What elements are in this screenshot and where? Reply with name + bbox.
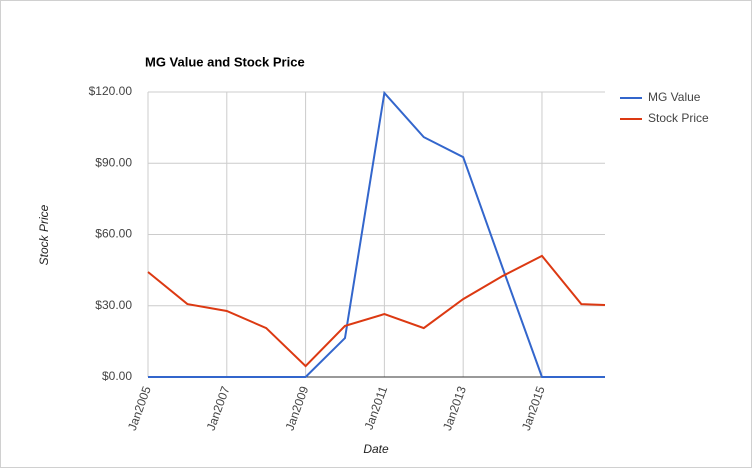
y-tick-label: $90.00 <box>95 155 132 169</box>
y-axis-title: Stock Price <box>37 204 51 265</box>
legend-label: MG Value <box>648 90 701 104</box>
y-tick-label: $30.00 <box>95 298 132 312</box>
y-tick-label: $120.00 <box>89 84 133 98</box>
series-line <box>148 90 605 378</box>
legend-label: Stock Price <box>648 111 709 125</box>
x-axis-title: Date <box>363 442 389 456</box>
chart-title: MG Value and Stock Price <box>145 54 305 69</box>
y-tick-label: $60.00 <box>95 227 132 241</box>
series-line <box>147 254 606 368</box>
y-tick-label: $0.00 <box>102 369 132 383</box>
